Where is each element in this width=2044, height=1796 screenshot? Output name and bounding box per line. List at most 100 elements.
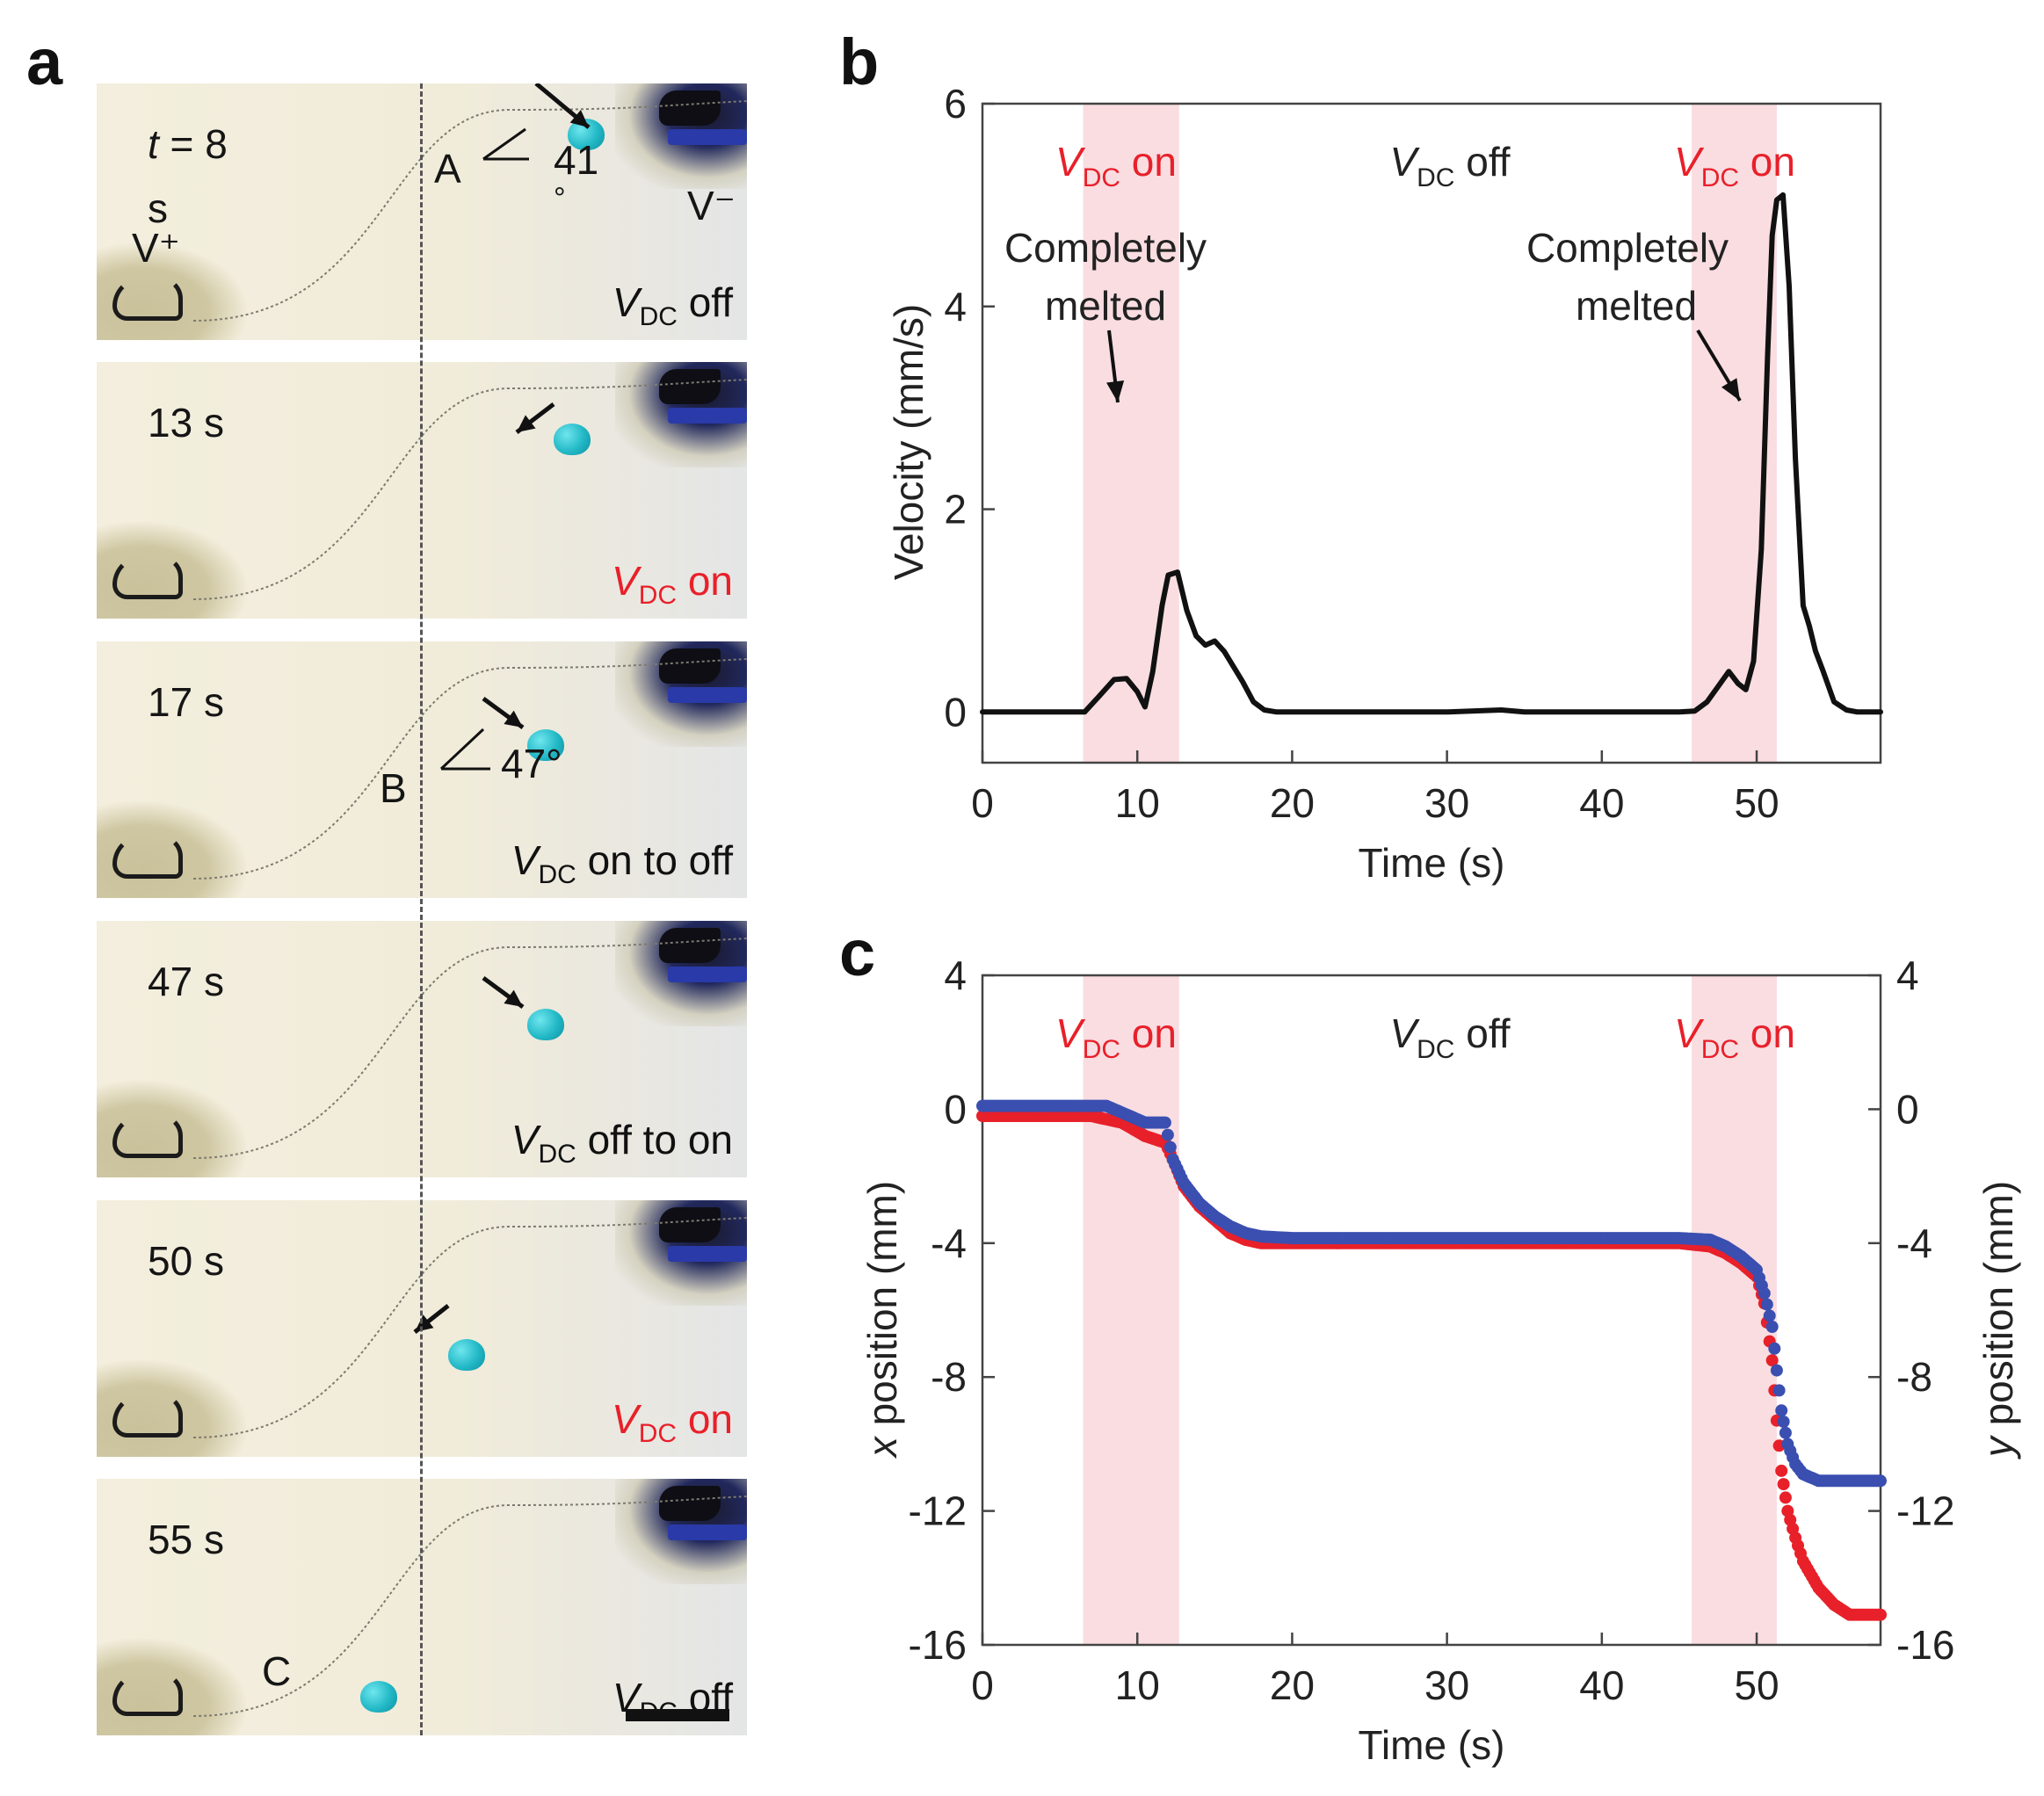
vdc-state-text: on — [687, 1396, 733, 1442]
data-point — [1158, 1116, 1171, 1129]
droplet — [527, 1009, 564, 1040]
vdc-state-text: off — [688, 279, 733, 325]
vdc-state-label: VDC on — [612, 1396, 733, 1448]
arrow-icon — [482, 975, 525, 1010]
x-tick-label: 20 — [1270, 1662, 1315, 1708]
completely-melted-label-1: melted — [1045, 283, 1166, 329]
x-tick-label: 0 — [971, 780, 994, 826]
data-point — [1768, 1342, 1781, 1355]
data-point — [1765, 1354, 1779, 1367]
vdc-off-label: VDC off — [1389, 139, 1510, 192]
scale-bar — [626, 1709, 729, 1721]
x-tick-label: 40 — [1579, 780, 1624, 826]
frame-time-label: 47 s — [148, 959, 224, 1004]
velocity-series-line — [980, 192, 1883, 715]
shaded-region — [1083, 975, 1179, 1645]
y-tick-label: 4 — [944, 952, 967, 998]
y-axis-label-right: y position (mm) — [1975, 1181, 2021, 1459]
vdc-state-label: VDC off — [612, 279, 733, 331]
blue-reservoir — [668, 1246, 747, 1262]
x-tick-label: 20 — [1270, 780, 1315, 826]
data-point — [1772, 1384, 1786, 1397]
vdc-on-label-left: VDC on — [1055, 139, 1177, 192]
label-vplus: V⁺ — [132, 225, 180, 271]
frame-time-unit: s — [148, 185, 168, 231]
vdc-state-label: VDC off to on — [511, 1117, 733, 1169]
electrode-left — [112, 835, 183, 879]
completely-melted-label-2: Completely — [1526, 225, 1729, 271]
frame-time-label: 17 s — [148, 679, 224, 725]
arrow-icon — [1721, 378, 1740, 401]
droplet — [554, 424, 591, 455]
plot-frame — [981, 974, 1882, 1647]
data-point — [1779, 1491, 1792, 1504]
vdc-on-label-right: VDC on — [1674, 1010, 1795, 1064]
y-tick-label: -4 — [931, 1220, 967, 1266]
data-point — [1874, 1474, 1887, 1488]
shaded-region — [1692, 975, 1777, 1645]
droplet — [527, 729, 564, 761]
label-point: A — [434, 146, 461, 192]
y-tick-label: 2 — [944, 487, 967, 532]
shaded-region — [1083, 104, 1179, 763]
data-point — [1765, 1321, 1779, 1333]
label-point: C — [262, 1648, 292, 1694]
x-axis-label: Time (s) — [1359, 840, 1505, 886]
electrode-left — [112, 277, 183, 321]
angle-marker — [482, 127, 529, 161]
label-vminus: V⁻ — [687, 183, 736, 228]
y-axis-label-left: x position (mm) — [859, 1181, 905, 1459]
y-tick-label: 4 — [944, 284, 967, 330]
label-degree: ° — [554, 182, 566, 215]
panel-letter-a: a — [26, 25, 63, 98]
angle-marker — [439, 728, 490, 771]
electrode-right — [659, 91, 721, 126]
vdc-state-label: VDC on — [612, 558, 733, 610]
blue-reservoir — [668, 967, 747, 982]
y-tick-label-right: -4 — [1896, 1220, 1932, 1266]
reference-dashed-line — [420, 83, 423, 1735]
plot-frame — [981, 102, 1882, 764]
frame-time-label: 55 s — [148, 1517, 224, 1562]
y-tick-label: 0 — [944, 1086, 967, 1132]
arrow-icon — [1106, 380, 1125, 402]
track-curve — [192, 100, 747, 322]
droplet — [448, 1339, 485, 1371]
data-point — [1777, 1416, 1790, 1428]
y-tick-label-right: -12 — [1896, 1488, 1954, 1534]
vdc-state-text: on to off — [587, 837, 733, 883]
x-tick-label: 30 — [1424, 780, 1469, 826]
x-tick-label: 10 — [1115, 780, 1160, 826]
track-curve — [192, 1495, 747, 1717]
completely-melted-label-2: melted — [1576, 283, 1697, 329]
arrow-icon — [534, 83, 591, 129]
x-tick-label: 30 — [1424, 1662, 1469, 1708]
vdc-on-label-right: VDC on — [1674, 139, 1795, 192]
arrow-icon — [482, 696, 525, 730]
data-point — [1775, 1464, 1788, 1477]
data-point — [1763, 1309, 1776, 1322]
frame-time-label: t = 8 — [148, 121, 228, 167]
electrode-right — [659, 369, 721, 404]
electrode-left — [112, 1394, 183, 1438]
y-tick-label-right: -8 — [1896, 1354, 1932, 1400]
vdc-on-label-left: VDC on — [1055, 1010, 1177, 1064]
frame-time-label: 50 s — [148, 1238, 224, 1284]
x-tick-label: 50 — [1734, 1662, 1779, 1708]
y-axis-label: Velocity (mm/s) — [886, 304, 931, 580]
y-tick-label-right: 0 — [1896, 1086, 1919, 1132]
data-point — [1163, 1141, 1177, 1154]
arrow-icon — [515, 402, 555, 434]
x-tick-label: 40 — [1579, 1662, 1624, 1708]
y-tick-label: 6 — [944, 81, 967, 127]
data-point — [1775, 1404, 1788, 1417]
vdc-state-label: VDC on to off — [511, 837, 733, 889]
blue-reservoir — [668, 408, 747, 424]
frame-time-label: 13 s — [148, 400, 224, 445]
x-tick-label: 10 — [1115, 1662, 1160, 1708]
track-curve — [192, 379, 747, 600]
y-position-series — [976, 1099, 1887, 1488]
label-angle: 41 — [554, 137, 599, 183]
vdc-off-label: VDC off — [1389, 1010, 1510, 1064]
